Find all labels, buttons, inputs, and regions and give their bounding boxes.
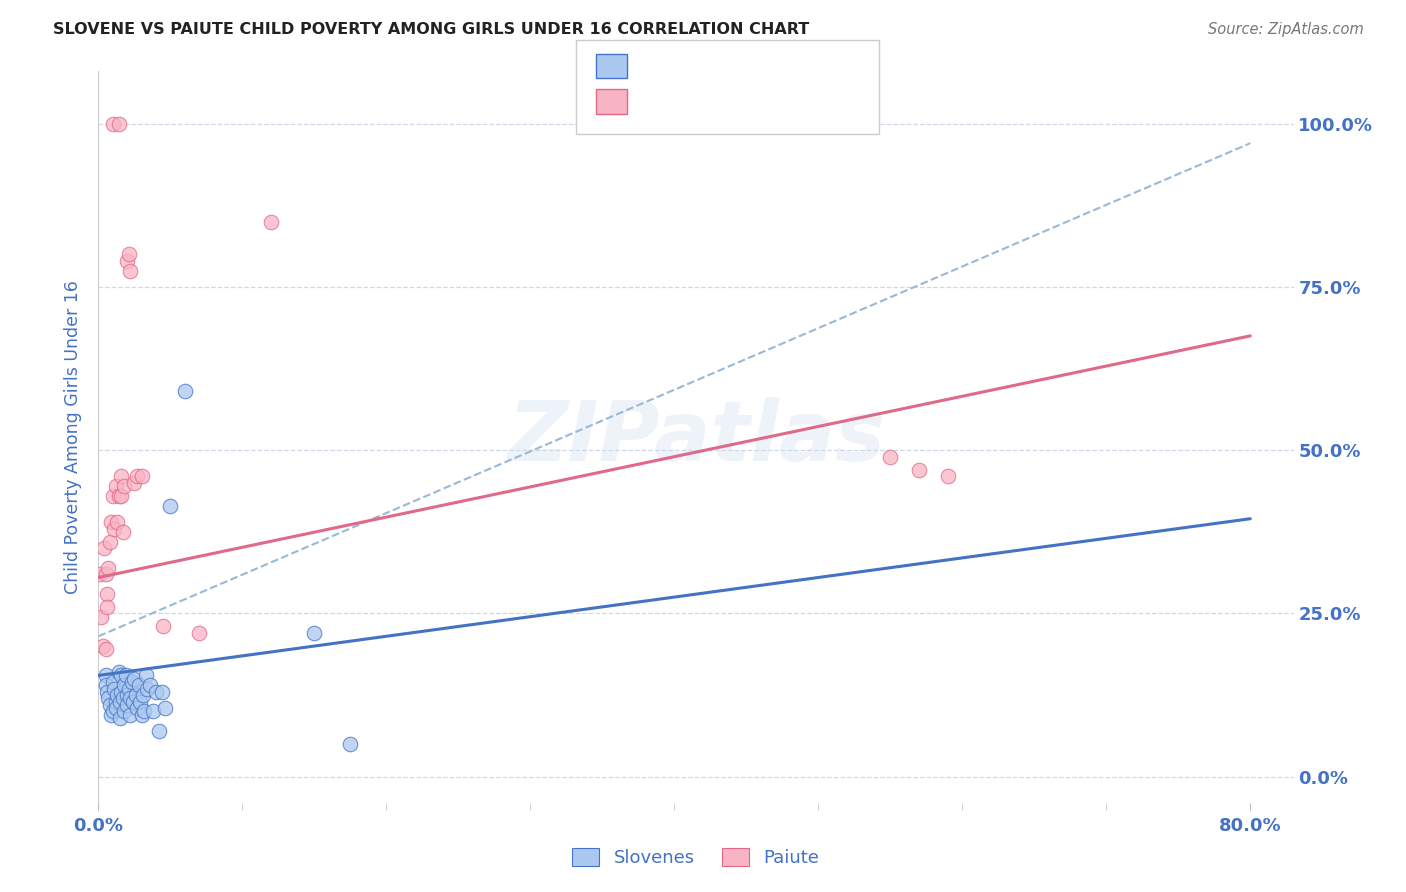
Point <box>104 479 127 493</box>
Legend: Slovenes, Paiute: Slovenes, Paiute <box>565 840 827 874</box>
Point <box>101 489 124 503</box>
Point <box>120 707 142 722</box>
Point <box>107 665 129 680</box>
Point <box>91 639 114 653</box>
Point <box>188 626 211 640</box>
Point <box>122 695 145 709</box>
Point <box>115 698 138 712</box>
Y-axis label: Child Poverty Among Girls Under 16: Child Poverty Among Girls Under 16 <box>65 280 83 594</box>
Point <box>128 678 150 692</box>
Point <box>103 681 125 696</box>
Point <box>115 688 138 702</box>
Point <box>120 691 142 706</box>
Point <box>98 698 121 712</box>
Point <box>103 521 125 535</box>
Point <box>142 705 165 719</box>
Point <box>101 705 124 719</box>
Point <box>129 695 152 709</box>
Text: Source: ZipAtlas.com: Source: ZipAtlas.com <box>1208 22 1364 37</box>
Point <box>96 587 118 601</box>
Point <box>131 707 153 722</box>
Point <box>100 707 122 722</box>
Point <box>94 642 117 657</box>
Point <box>304 626 326 640</box>
Point <box>96 685 118 699</box>
Point <box>118 681 141 696</box>
Point <box>132 688 155 702</box>
Point <box>89 567 111 582</box>
Point <box>936 469 959 483</box>
Point <box>105 688 128 702</box>
Point <box>152 619 174 633</box>
Point <box>107 117 129 131</box>
Point <box>93 541 115 555</box>
Point <box>97 560 120 574</box>
Point <box>114 668 136 682</box>
Point <box>110 489 132 503</box>
Point <box>139 678 162 692</box>
Point <box>98 534 121 549</box>
Point <box>124 475 146 490</box>
Point <box>148 723 170 738</box>
Point <box>104 701 127 715</box>
Text: R = 0.303   N = 48: R = 0.303 N = 48 <box>634 56 827 76</box>
Point <box>136 681 159 696</box>
Point <box>94 567 117 582</box>
Point <box>94 668 117 682</box>
Point <box>105 515 128 529</box>
Point <box>135 668 157 682</box>
Point <box>134 705 156 719</box>
Point <box>115 253 138 268</box>
Point <box>112 479 135 493</box>
Point <box>108 695 131 709</box>
Point <box>339 737 361 751</box>
Point <box>260 214 283 228</box>
Point <box>131 469 153 483</box>
Point <box>173 384 195 399</box>
Point <box>110 469 132 483</box>
Point <box>112 678 135 692</box>
Point <box>112 705 135 719</box>
Text: SLOVENE VS PAIUTE CHILD POVERTY AMONG GIRLS UNDER 16 CORRELATION CHART: SLOVENE VS PAIUTE CHILD POVERTY AMONG GI… <box>53 22 810 37</box>
Point <box>150 685 173 699</box>
Point <box>120 263 142 277</box>
Point <box>159 499 181 513</box>
Point <box>101 117 124 131</box>
Point <box>111 524 134 539</box>
Point <box>124 672 146 686</box>
Point <box>97 691 120 706</box>
Point <box>908 463 931 477</box>
Point <box>108 711 131 725</box>
Point <box>125 688 148 702</box>
Point <box>94 678 117 692</box>
Text: ZIPatlas: ZIPatlas <box>508 397 884 477</box>
Point <box>107 489 129 503</box>
Point <box>101 675 124 690</box>
Point <box>879 450 901 464</box>
Point <box>118 247 141 261</box>
Point <box>121 675 143 690</box>
Point <box>111 691 134 706</box>
Point <box>127 701 149 715</box>
Point <box>110 668 132 682</box>
Point <box>127 469 149 483</box>
Point <box>90 609 112 624</box>
Point <box>110 685 132 699</box>
Point <box>96 599 118 614</box>
Point <box>153 701 176 715</box>
Point <box>104 695 127 709</box>
Point <box>100 515 122 529</box>
Point <box>145 685 167 699</box>
Text: R = 0.399   N = 32: R = 0.399 N = 32 <box>634 92 827 112</box>
